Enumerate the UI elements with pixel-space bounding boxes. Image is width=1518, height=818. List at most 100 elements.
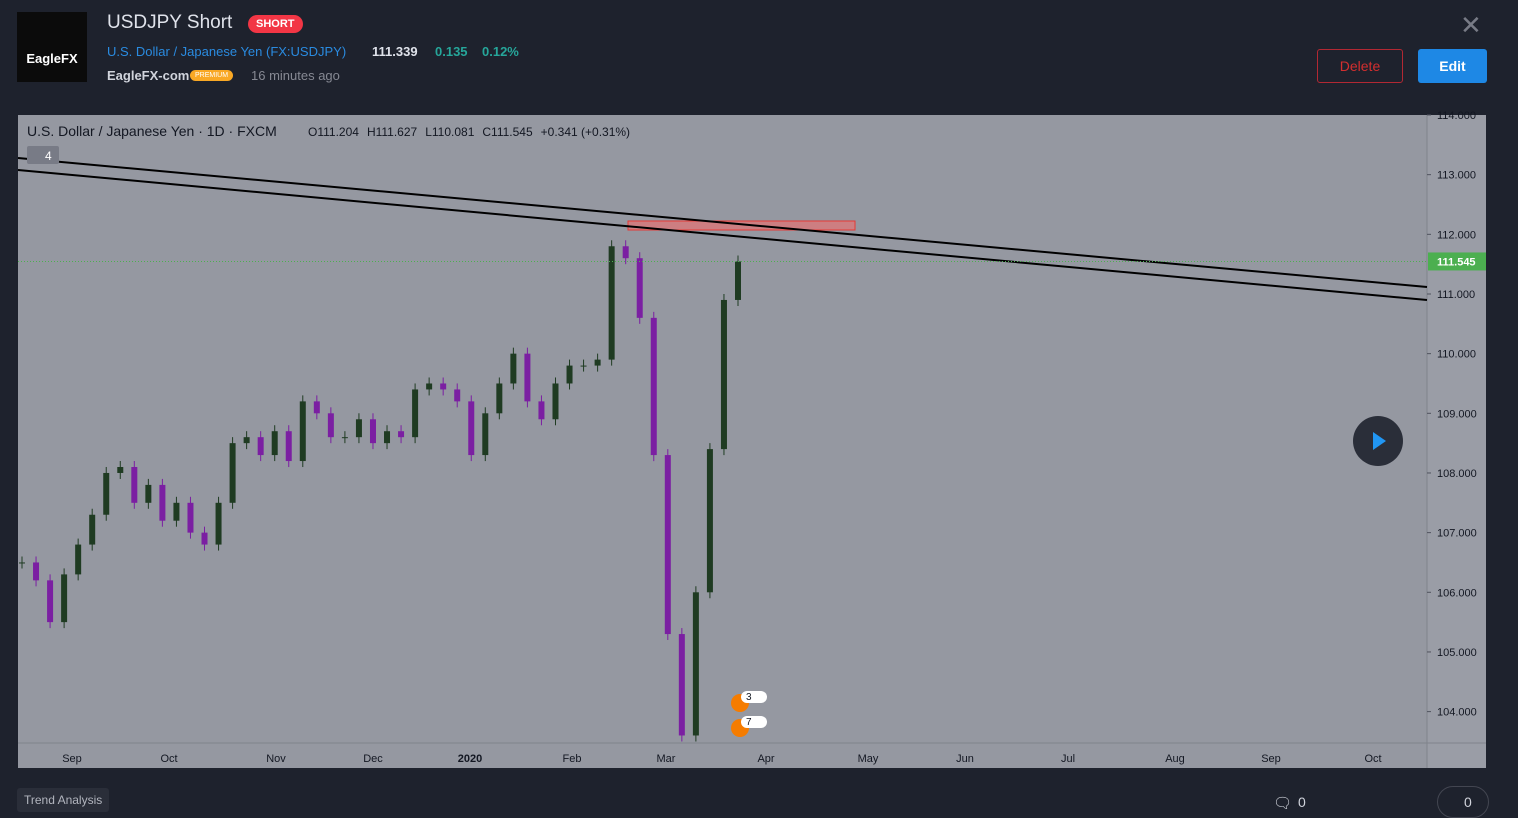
candle [440, 383, 447, 390]
change-pct: 0.12% [482, 44, 519, 59]
chart-bg [18, 115, 1486, 768]
x-tick-label: Sep [62, 753, 82, 765]
candle [566, 365, 573, 384]
x-tick-label: Aug [1165, 753, 1185, 765]
ohlc-value: O111.204 [308, 125, 359, 139]
edit-button[interactable]: Edit [1418, 49, 1487, 83]
y-tick-label: 108.000 [1437, 468, 1477, 480]
y-tick-label: 111.000 [1437, 289, 1475, 301]
premium-badge: PREMIUM [190, 70, 234, 81]
trendline [17, 169, 1428, 301]
ohlc-value: H111.627 [367, 125, 418, 139]
y-tick-label: 109.000 [1437, 408, 1477, 420]
y-tick-label: 105.000 [1437, 647, 1477, 659]
ohlc-value: C111.545 [482, 125, 533, 139]
ohlc-value: +0.341 (+0.31%) [541, 125, 630, 139]
timestamp: 16 minutes ago [251, 68, 340, 83]
event-count: 7 [746, 717, 752, 728]
x-tick-label: 2020 [458, 753, 482, 765]
candle [355, 419, 362, 438]
candle [61, 574, 68, 623]
play-icon [1373, 432, 1386, 450]
candle [33, 562, 40, 581]
price: 111.339 [372, 44, 418, 59]
symbol-link[interactable]: U.S. Dollar / Japanese Yen (FX:USDJPY) [107, 44, 347, 59]
candle [524, 353, 531, 402]
candle [735, 261, 741, 300]
candle [159, 484, 166, 521]
candle [706, 449, 713, 593]
x-tick-label: Feb [563, 753, 582, 765]
candle [636, 258, 643, 318]
candle [19, 562, 25, 564]
candle [131, 467, 138, 503]
candle [650, 317, 657, 456]
like-count: 0 [1464, 794, 1472, 810]
candle [426, 383, 433, 390]
candle [510, 353, 517, 384]
candle [594, 359, 601, 366]
y-tick-label: 113.000 [1437, 170, 1476, 182]
last-price-label: 111.545 [1437, 256, 1476, 268]
x-tick-label: Jul [1061, 753, 1075, 765]
candle [257, 437, 264, 456]
candle [215, 502, 222, 545]
candle [243, 437, 250, 444]
comment-count: 0 [1298, 794, 1306, 810]
like-button[interactable] [1437, 786, 1489, 818]
candle [580, 365, 587, 367]
candle [552, 383, 559, 420]
y-tick-label: 112.000 [1437, 229, 1476, 241]
candle [384, 431, 391, 444]
candle [678, 634, 685, 736]
price-axis-bg [1427, 115, 1486, 768]
event-count-bg [741, 716, 767, 728]
candle [454, 389, 461, 402]
candle [538, 401, 545, 420]
indicator-toggle[interactable] [27, 146, 59, 164]
candle [369, 419, 376, 444]
tag[interactable]: Trend Analysis [17, 788, 110, 812]
change: 0.135 [435, 44, 468, 59]
candle [117, 467, 124, 473]
candle [327, 413, 334, 438]
logo: EagleFX [17, 12, 87, 82]
x-tick-label: Jun [956, 753, 974, 765]
x-tick-label: Sep [1261, 753, 1281, 765]
author[interactable]: EagleFX-com [107, 68, 190, 83]
y-tick-label: 107.000 [1437, 528, 1477, 540]
candle [89, 514, 96, 545]
candle [412, 389, 419, 438]
ohlc-value: L110.081 [425, 125, 474, 139]
chart-legend: U.S. Dollar / Japanese Yen · 1D · FXCM [27, 123, 277, 139]
candle [285, 431, 292, 462]
candle [145, 484, 152, 503]
x-tick-label: Apr [757, 753, 774, 765]
y-tick-label: 114.000 [1437, 110, 1476, 122]
last-price-tag [1428, 252, 1486, 271]
x-tick-label: Oct [160, 753, 177, 765]
delete-button[interactable]: Delete [1317, 49, 1403, 83]
candle [608, 246, 615, 360]
comment-icon[interactable]: 🗨 [1273, 795, 1293, 812]
candle [103, 472, 110, 515]
candle [692, 592, 699, 736]
indicator-count: 4 [45, 149, 52, 163]
close-button[interactable]: ✕ [1460, 10, 1482, 40]
event-count-bg [741, 691, 767, 703]
candle [75, 544, 82, 575]
idea-title: USDJPY Short [107, 12, 233, 33]
y-tick-label: 104.000 [1437, 707, 1477, 719]
candle [313, 401, 320, 414]
candle [299, 401, 306, 462]
x-tick-label: Mar [657, 753, 676, 765]
event-count: 3 [746, 692, 752, 703]
candle [468, 401, 475, 456]
candle [341, 437, 348, 439]
short-badge: SHORT [248, 15, 303, 33]
candle [173, 502, 180, 521]
candle [496, 383, 503, 414]
chart: U.S. Dollar / Japanese Yen · 1D · FXCM 4… [17, 110, 1486, 768]
candle [398, 431, 405, 438]
